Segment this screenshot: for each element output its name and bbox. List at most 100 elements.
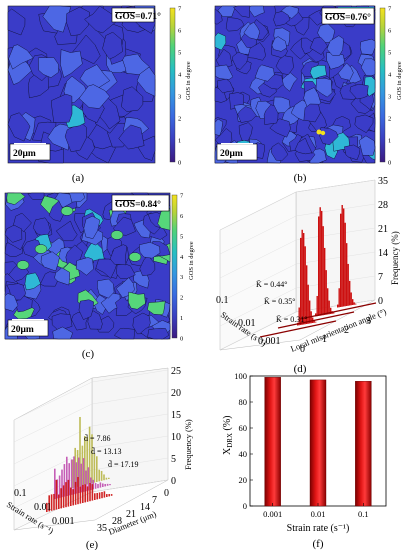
colorbar-tick: 7 [178,6,182,13]
e-ztick: 20 [171,388,181,399]
colorbar-a [169,7,176,163]
colorbar-c [171,194,178,339]
grain [83,239,105,263]
histogram-bar [73,456,75,495]
grain [344,144,361,161]
histogram-bar [81,445,84,486]
grain [232,51,250,71]
histogram-bar [94,493,96,500]
scalebar-a: 20μm [13,149,36,159]
colorbar-tick: 3 [180,274,183,281]
histogram-bar [53,493,55,511]
colorbar-tick: 3 [388,94,391,101]
grain [38,57,59,78]
grain [273,96,291,114]
grain [8,44,34,70]
e-xtick-labels: 35 28 21 14 7 0 [97,488,169,534]
histogram-bar [72,489,74,506]
histogram-bar [80,463,82,493]
e-ztick: 0 [171,476,176,487]
histogram-bar [98,469,100,482]
histogram-bar [349,280,351,306]
grain [84,5,117,34]
grain [215,64,234,80]
histogram-bar [79,486,82,504]
gos-box-a [111,7,155,23]
histogram-bar [344,222,346,307]
grain [24,272,41,291]
histogram-bar [78,457,80,493]
histogram-bar [324,247,326,315]
colorbar-b [379,7,386,163]
xtick-label: 0.01 [311,509,326,519]
grain [116,263,136,279]
gridline [295,203,376,217]
grain [139,242,161,259]
histogram-bar [88,426,91,484]
d-ztick: 7 [378,272,383,283]
histogram-bar [70,487,72,506]
e-xtick: 21 [126,509,136,520]
histogram-bar [84,484,86,503]
e-ztick: 10 [171,432,181,443]
histogram-bar [309,300,311,324]
gos-prefix-b: GOS [325,13,345,23]
gridline [13,381,93,421]
histogram-bar [108,494,110,497]
histogram-bar [322,226,324,316]
gridline [91,479,169,493]
histogram-bar [75,462,78,494]
panel-d: 0 7 14 21 28 35 Frequency (%) 0 1 2 3 Lo… [216,176,400,375]
f-bars [264,377,372,507]
histogram-bar [106,483,109,486]
colorbar-tick: 3 [178,94,181,101]
gridline [219,215,297,255]
histogram-bar [54,468,56,499]
histogram-bar [338,288,340,308]
gridline [219,263,297,303]
histogram-bar [90,477,92,490]
e-xtick: 0 [164,488,169,499]
histogram-bar [316,295,318,317]
e-annotation: d̄ = 7.86 [84,434,111,443]
d-ytick: 0.001 [258,336,281,347]
grain [6,192,26,205]
colorbar-tick: 4 [388,72,392,79]
deformed-grain [110,230,124,240]
colorbar-tick: 2 [178,116,181,123]
grain [42,5,72,33]
f-xlabel: Strain rate (s⁻¹) [287,523,350,534]
d-xtick: 2 [344,325,349,336]
histogram-bar [315,321,317,323]
grain [337,62,354,81]
colorbar-ticks-b: 0 1 2 3 4 5 6 7 [388,6,392,167]
colorbar-label-b: GOS in degree [396,61,403,100]
gos-value-b: 0.76° [350,12,371,23]
histogram-bar [93,453,96,483]
histogram-bar [96,492,98,500]
gos-value-a: 0.71° [140,11,161,22]
colorbar-tick: 1 [180,315,183,322]
grain [214,118,224,136]
gos-prefix-c: GOS [115,200,135,210]
histogram-bar [99,482,102,488]
bar-0.001 [264,377,281,507]
grain [139,254,156,277]
grain [216,78,235,94]
grain [54,267,70,286]
histogram-bar [310,311,312,324]
histogram-bar [333,312,335,314]
histogram-bar [67,479,70,507]
panel-b: GOS=0.76° 20μm 0 1 2 3 4 5 6 7 GOS in degree (b… [214,6,403,184]
histogram-bar [86,437,88,485]
colorbar-tick: 6 [180,213,184,220]
gridline [91,369,169,383]
grain [237,106,257,123]
colorbar-tick: 5 [178,50,181,57]
histogram-bar [77,477,79,505]
grain [349,83,369,100]
gos-box-b [321,7,375,25]
grain [359,38,376,56]
histogram-bar [98,492,101,499]
d-ytick-labels: 0.1 0.01 0.001 [216,295,281,347]
